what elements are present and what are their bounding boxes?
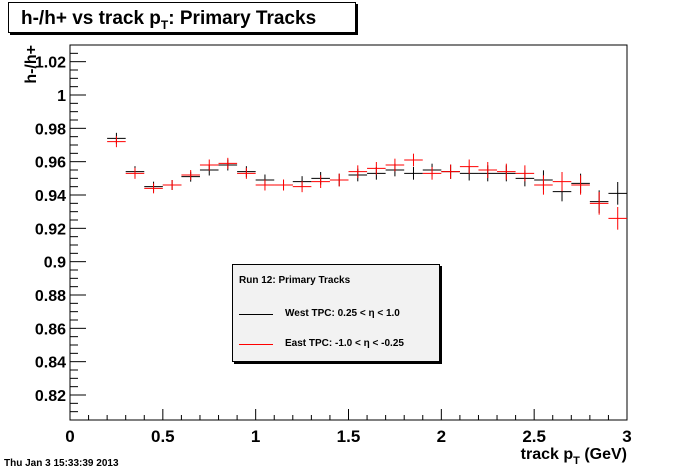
x-tick-label: 1.5 (337, 427, 361, 446)
y-tick-label: 0.86 (35, 321, 66, 338)
legend-entry-east: East TPC: -1.0 < η < -0.25 (239, 337, 439, 351)
legend-label-east: East TPC: -1.0 < η < -0.25 (285, 338, 404, 349)
legend-entry-west: West TPC: 0.25 < η < 1.0 (239, 307, 439, 321)
legend-header: Run 12: Primary Tracks (239, 275, 351, 286)
y-tick-label: 0.98 (35, 121, 66, 138)
y-tick-label: 0.84 (35, 355, 66, 372)
x-tick-label: 0 (65, 427, 74, 446)
x-tick-label: 2 (437, 427, 446, 446)
legend-label-west: West TPC: 0.25 < η < 1.0 (285, 308, 400, 319)
legend-swatch-west (239, 314, 273, 315)
y-tick-label: 1.02 (35, 55, 66, 72)
x-tick-label: 3 (622, 427, 631, 446)
timestamp-footer: Thu Jan 3 15:33:39 2013 (4, 458, 119, 469)
legend: Run 12: Primary Tracks West TPC: 0.25 < … (232, 264, 440, 362)
y-tick-label: 0.92 (35, 221, 66, 238)
y-tick-label: 0.88 (35, 288, 66, 305)
x-tick-label: 0.5 (151, 427, 175, 446)
x-tick-label: 1 (251, 427, 260, 446)
y-tick-label: 0.82 (35, 388, 66, 405)
y-tick-label: 0.94 (35, 188, 66, 205)
chart-title: h-/h+ vs track pT: Primary Tracks (8, 2, 356, 33)
y-axis-title: h-/h+ (23, 45, 40, 84)
plot-frame (69, 44, 628, 421)
x-tick-label: 2.5 (522, 427, 546, 446)
y-tick-label: 1 (57, 88, 66, 105)
x-axis-title: track pT (GeV) (521, 446, 627, 467)
legend-swatch-east (239, 344, 273, 345)
y-tick-label: 0.96 (35, 155, 66, 172)
y-tick-label: 0.9 (44, 255, 66, 272)
